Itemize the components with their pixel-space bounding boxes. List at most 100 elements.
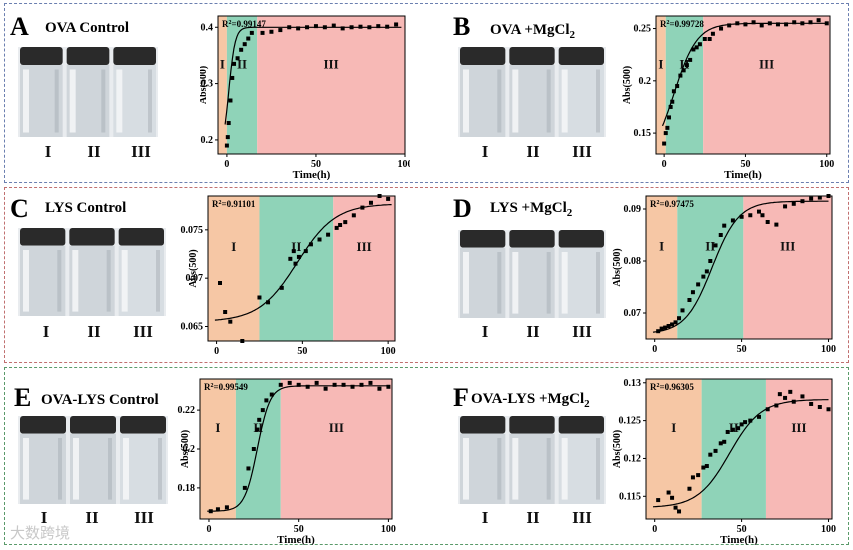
plot-frame [217, 15, 406, 155]
data-point [756, 209, 761, 214]
vial-label-3: III [572, 142, 592, 161]
data-point [224, 143, 229, 148]
x-tick-label: 50 [297, 346, 307, 357]
r-squared-symbol: R [222, 19, 229, 29]
vial-1 [460, 230, 506, 318]
data-point [246, 466, 251, 471]
data-point [322, 25, 327, 30]
phase-band-3 [333, 196, 395, 341]
y-tick-label: 0.07 [186, 273, 204, 284]
panel-letter-e: E [14, 383, 32, 412]
phase-label-2: II [291, 239, 301, 254]
data-point [774, 403, 779, 408]
data-point [368, 200, 373, 205]
data-point [288, 256, 293, 261]
chart-f: I II III 0 50 100 0.115 0.12 0.125 0.13 Abs(500) Ti… [612, 375, 837, 550]
data-point [673, 505, 678, 510]
y-tick-label: 0.15 [634, 128, 652, 139]
vial-label-2: II [87, 142, 101, 161]
data-point [667, 115, 672, 120]
data-point [730, 218, 735, 223]
data-point [677, 509, 682, 514]
vial-label-1: I [481, 322, 489, 341]
data-point [690, 290, 695, 295]
data-point [826, 407, 831, 412]
y-axis-label: Abs(500) [622, 66, 633, 104]
r-squared-symbol: R [650, 382, 657, 392]
data-point [704, 269, 709, 274]
data-point [239, 47, 244, 52]
r-squared-value: =0.96305 [660, 382, 695, 392]
y-tick-label: 0.12 [624, 453, 642, 464]
row-box-lys [4, 187, 849, 363]
data-point [809, 401, 814, 406]
data-point [725, 429, 730, 434]
y-tick-label: 0.075 [181, 225, 204, 236]
r-squared-symbol: R [204, 382, 211, 392]
data-point [305, 384, 310, 389]
y-axis-label: Abs(500) [188, 249, 199, 287]
data-point [386, 384, 391, 389]
data-point [386, 196, 391, 201]
data-point [713, 243, 718, 248]
data-point [287, 380, 292, 385]
data-point [696, 473, 701, 478]
data-point [765, 220, 770, 224]
data-point [788, 389, 793, 394]
r-squared-value: =0.91101 [222, 199, 256, 209]
r-squared-exponent: 2 [229, 20, 232, 26]
vial-label-1: I [44, 142, 52, 161]
data-point [228, 98, 233, 103]
phase-band-3 [765, 379, 832, 519]
data-point [687, 298, 692, 302]
phase-band-3 [257, 16, 405, 154]
data-point [266, 300, 271, 305]
x-tick-label: 100 [821, 344, 836, 355]
x-tick-label: 100 [381, 524, 396, 535]
chart-c: I II III 0 50 100 0.065 0.07 0.075 Abs(500) R2=0.9… [178, 192, 400, 362]
r-squared-value: =0.99147 [232, 19, 267, 29]
data-point [809, 196, 814, 201]
x-axis-label: Time(h) [277, 534, 315, 545]
y-tick-label: 0.3 [201, 79, 214, 90]
data-point [701, 274, 706, 279]
panel-title-a: OVA Control [45, 20, 129, 37]
vial-label-3: III [572, 508, 592, 527]
y-axis-label: Abs(500) [612, 430, 623, 468]
data-point [759, 23, 764, 28]
phase-label-3: III [780, 238, 795, 253]
x-tick-label: 0 [652, 524, 657, 535]
vial-label-2: II [85, 508, 99, 527]
r-squared-label: R2=0.97475 [650, 199, 694, 209]
data-point [235, 56, 240, 61]
chart-e: IIIIII0501000.180.20.22Abs(500)Time(h)R2… [172, 375, 397, 550]
y-axis-label: Abs(500) [612, 248, 623, 286]
y-tick-label: 0.4 [201, 22, 214, 33]
data-point [670, 99, 675, 104]
phase-label-1: I [658, 56, 663, 71]
vial-1 [20, 228, 66, 316]
data-point [670, 495, 675, 500]
vial-photo-d [458, 230, 606, 318]
data-point [668, 104, 673, 109]
r-squared-label: R2=0.99549 [204, 382, 248, 392]
x-axis-label: Time(h) [293, 169, 331, 180]
data-point [688, 57, 693, 62]
data-point [739, 214, 744, 219]
vial-label-2: II [526, 508, 540, 527]
data-point [694, 45, 699, 50]
data-point [743, 22, 748, 27]
data-point [783, 395, 788, 400]
data-point [278, 28, 283, 33]
data-point [777, 392, 782, 397]
data-point [691, 47, 696, 52]
phase-band-1 [200, 379, 236, 519]
data-point [351, 213, 356, 218]
row-box-ova-lys [4, 367, 849, 545]
data-point [696, 282, 701, 287]
data-point [736, 426, 741, 431]
data-point [784, 22, 789, 27]
data-point [279, 285, 284, 290]
data-point [359, 382, 364, 387]
data-point [663, 325, 668, 330]
